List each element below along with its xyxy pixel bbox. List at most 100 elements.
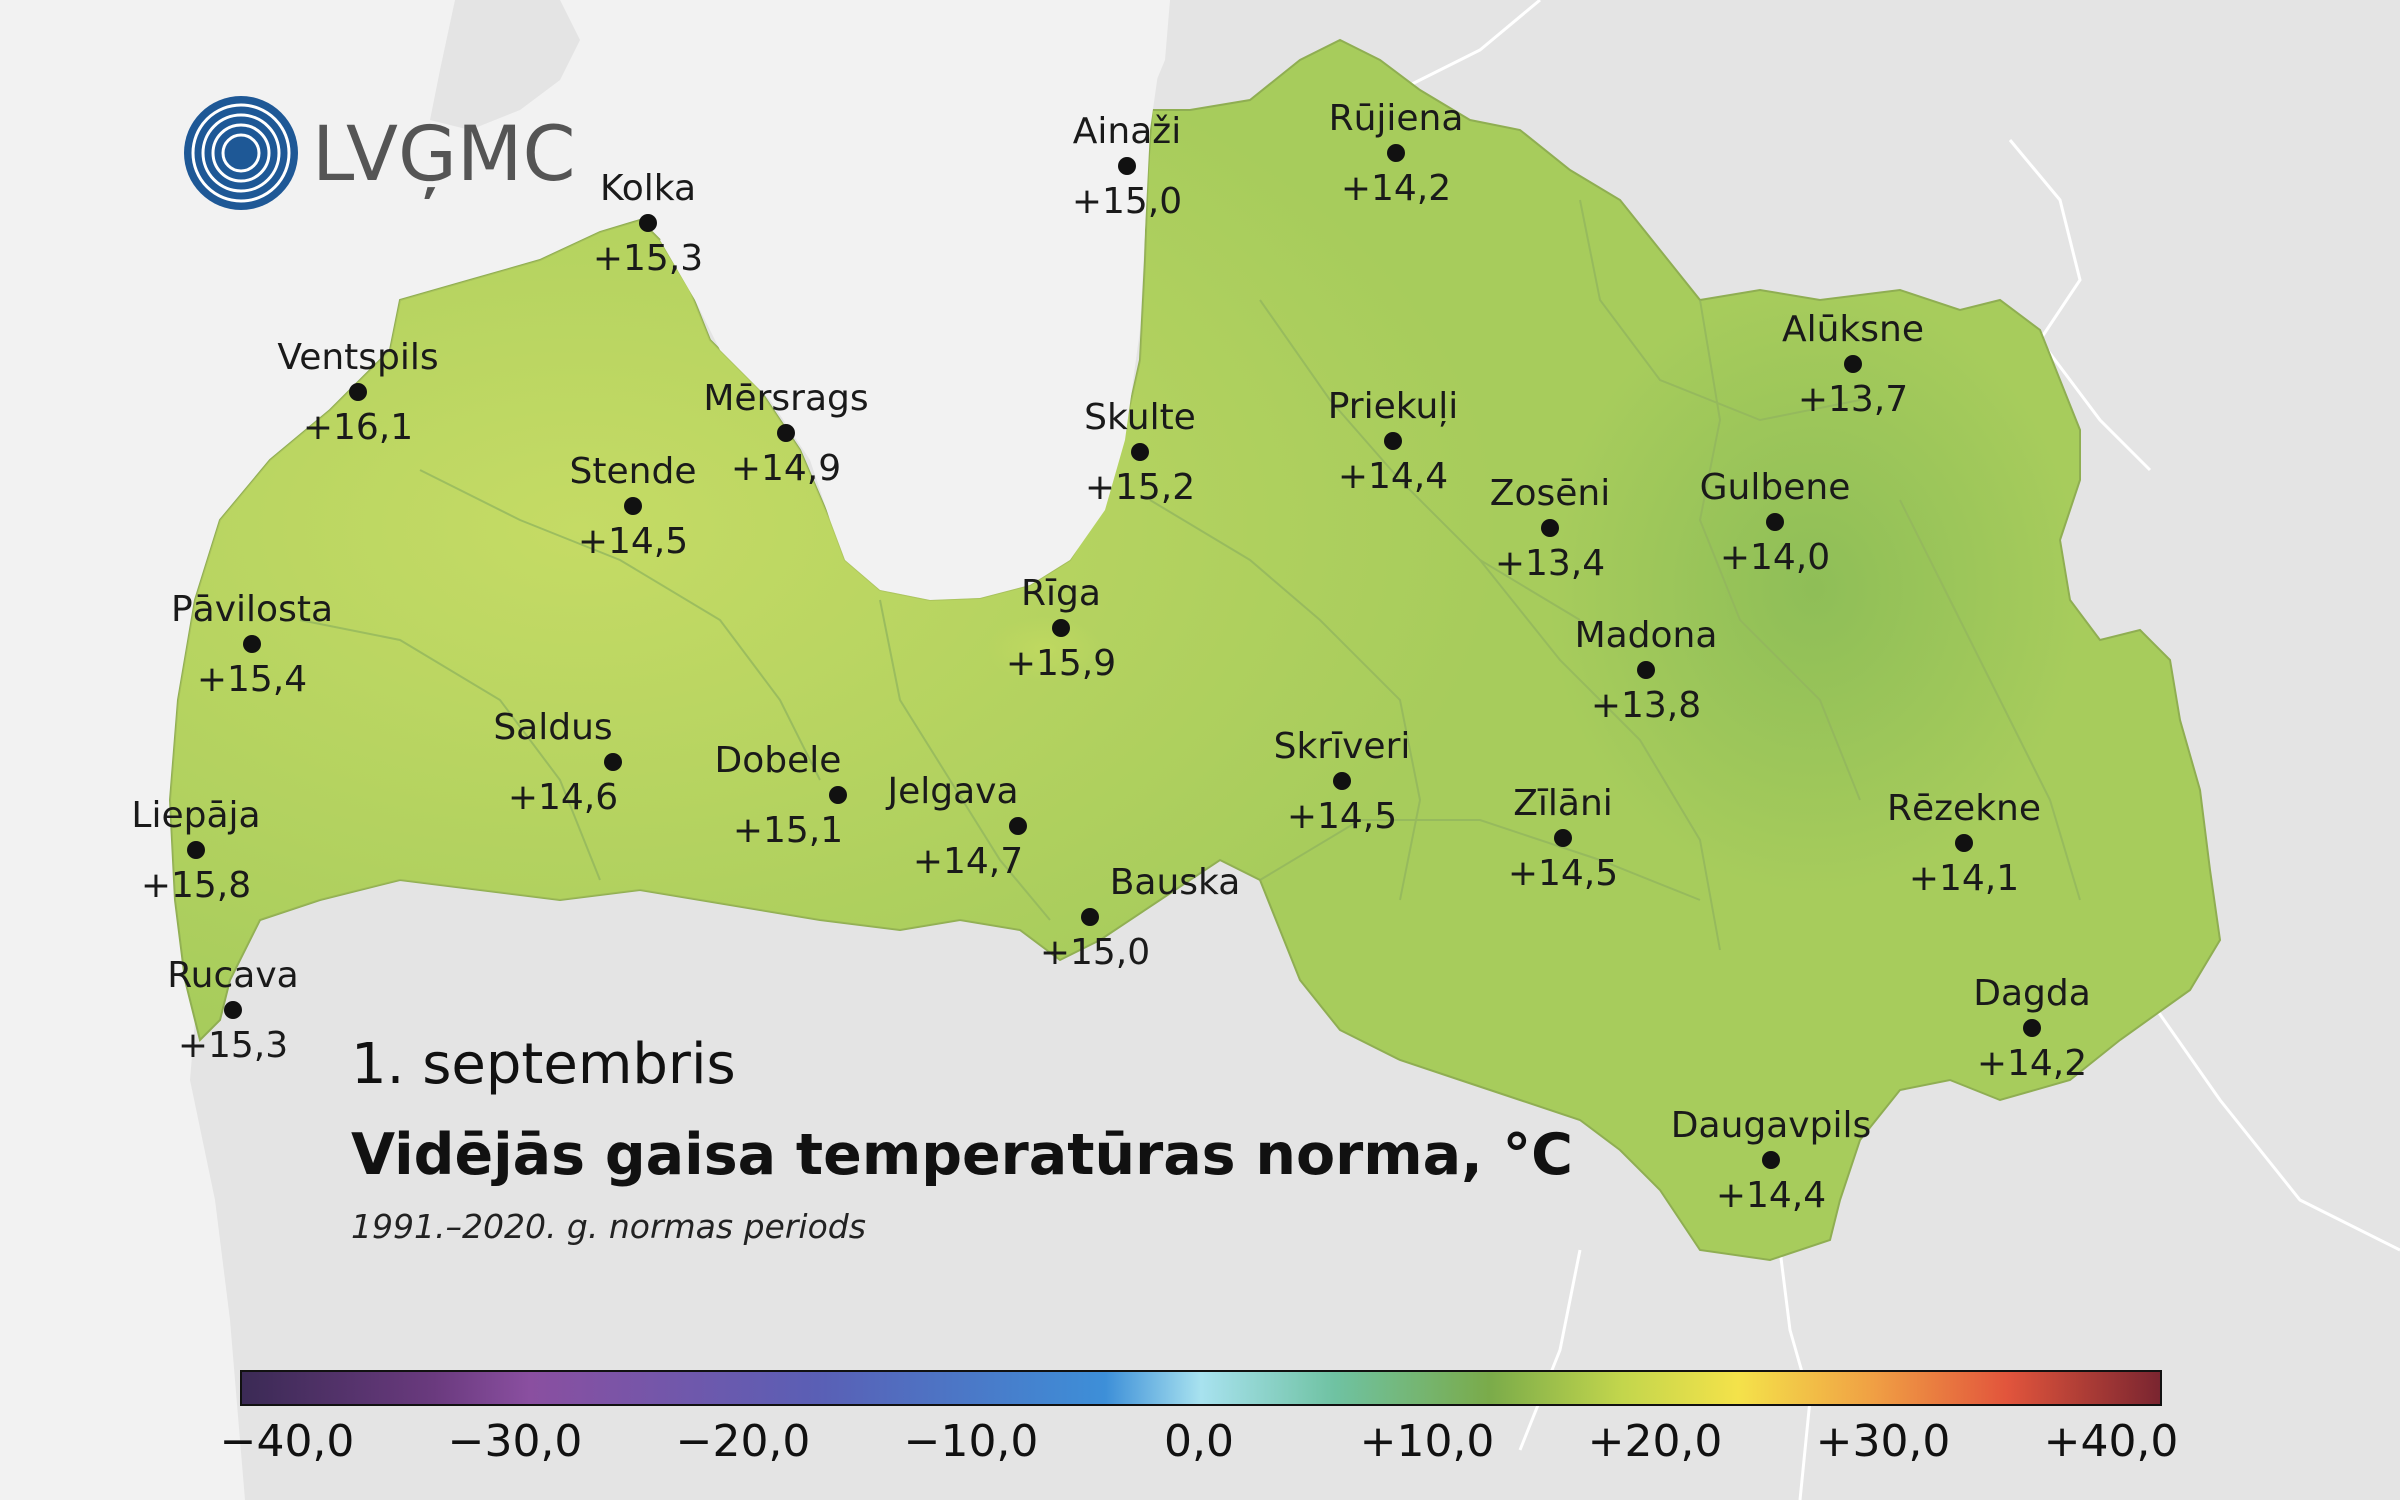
- station-21: Zīlāni +14,5: [1508, 783, 1618, 894]
- station-0: Kolka +15,3: [593, 168, 703, 279]
- station-marker: [1762, 1151, 1780, 1169]
- station-marker: [1637, 661, 1655, 679]
- station-value: +15,9: [1006, 643, 1116, 684]
- station-name: Rūjiena: [1329, 98, 1464, 139]
- station-value: +15,4: [197, 659, 307, 700]
- station-marker: [1387, 144, 1405, 162]
- station-marker: [1955, 834, 1973, 852]
- station-name: Priekuļi: [1328, 386, 1459, 427]
- station-name: Kolka: [600, 168, 696, 209]
- station-12: Ainaži +15,0: [1072, 111, 1182, 222]
- station-value: +15,2: [1085, 467, 1195, 508]
- colorbar-tick-label: −40,0: [219, 1416, 355, 1467]
- east-cool-zone: [1152, 40, 2220, 1260]
- station-15: Priekuļi +14,4: [1328, 386, 1459, 497]
- colorbar-tick-label: −10,0: [903, 1416, 1039, 1467]
- station-1: Ventspils +16,1: [277, 337, 438, 448]
- colorbar-tick-label: +40,0: [2043, 1416, 2179, 1467]
- station-marker: [1333, 772, 1351, 790]
- station-value: +14,9: [731, 448, 841, 489]
- station-marker: [1844, 355, 1862, 373]
- station-marker: [1118, 157, 1136, 175]
- station-19: Madona +13,8: [1575, 615, 1718, 726]
- station-value: +15,0: [1072, 181, 1182, 222]
- station-name: Jelgava: [885, 771, 1018, 812]
- station-name: Zīlāni: [1513, 783, 1613, 824]
- station-name: Saldus: [493, 707, 612, 748]
- station-marker: [1384, 432, 1402, 450]
- station-name: Alūksne: [1782, 309, 1924, 350]
- station-name: Mērsrags: [703, 378, 868, 419]
- station-value: +15,3: [178, 1025, 288, 1066]
- station-value: +13,7: [1798, 379, 1908, 420]
- station-4: Pāvilosta +15,4: [171, 589, 333, 700]
- station-name: Daugavpils: [1671, 1105, 1871, 1146]
- colorbar-tick-label: −30,0: [447, 1416, 583, 1467]
- station-marker: [829, 786, 847, 804]
- station-value: +14,1: [1909, 858, 2019, 899]
- station-name: Bauska: [1110, 862, 1241, 903]
- station-name: Rucava: [167, 955, 298, 996]
- station-marker: [1131, 443, 1149, 461]
- station-23: Dagda +14,2: [1973, 973, 2091, 1084]
- station-value: +14,7: [913, 841, 1023, 882]
- station-value: +14,2: [1341, 168, 1451, 209]
- station-11: Rīga +15,9: [1006, 573, 1116, 684]
- date-label: 1. septembris: [351, 1032, 736, 1097]
- station-14: Rūjiena +14,2: [1329, 98, 1464, 209]
- station-value: +15,3: [593, 238, 703, 279]
- station-value: +14,0: [1720, 537, 1830, 578]
- station-marker: [1766, 513, 1784, 531]
- station-value: +15,0: [1040, 932, 1150, 973]
- colorbar-tick-label: +20,0: [1587, 1416, 1723, 1467]
- station-marker: [349, 383, 367, 401]
- station-13: Skulte +15,2: [1084, 397, 1196, 508]
- station-name: Ainaži: [1073, 111, 1181, 152]
- lvgmc-logo: LVĢMC: [184, 96, 576, 210]
- station-value: +14,5: [1287, 796, 1397, 837]
- station-name: Liepāja: [131, 795, 260, 836]
- station-name: Stende: [570, 451, 697, 492]
- station-marker: [224, 1001, 242, 1019]
- station-7: Rucava +15,3: [167, 955, 298, 1066]
- station-marker: [604, 753, 622, 771]
- colorbar-tick-label: +30,0: [1815, 1416, 1951, 1467]
- map-title: Vidējās gaisa temperatūras norma, °C: [351, 1122, 1573, 1188]
- station-marker: [1541, 519, 1559, 537]
- station-name: Rīga: [1021, 573, 1101, 614]
- station-name: Skulte: [1084, 397, 1196, 438]
- station-marker: [243, 635, 261, 653]
- station-name: Rēzekne: [1887, 788, 2041, 829]
- station-marker: [1052, 619, 1070, 637]
- station-value: +16,1: [303, 407, 413, 448]
- station-value: +13,8: [1591, 685, 1701, 726]
- station-value: +14,4: [1716, 1175, 1826, 1216]
- station-name: Pāvilosta: [171, 589, 333, 630]
- station-24: Daugavpils +14,4: [1671, 1105, 1871, 1216]
- station-value: +15,8: [141, 865, 251, 906]
- station-marker: [624, 497, 642, 515]
- station-value: +14,2: [1977, 1043, 2087, 1084]
- station-16: Alūksne +13,7: [1782, 309, 1924, 420]
- station-value: +14,5: [578, 521, 688, 562]
- saaremaa-island: [430, 0, 580, 130]
- stations-layer: Kolka +15,3 Ventspils +16,1 Mērsrags +14,9 Ste…: [131, 98, 2090, 1216]
- station-8: Dobele +15,1: [715, 740, 847, 851]
- station-18: Gulbene +14,0: [1700, 467, 1851, 578]
- station-name: Zosēni: [1490, 473, 1610, 514]
- station-name: Ventspils: [277, 337, 438, 378]
- logo-wave-icon: [191, 103, 291, 203]
- district-borders: [299, 199, 2081, 951]
- station-marker: [1081, 908, 1099, 926]
- station-marker: [777, 424, 795, 442]
- station-20: Skrīveri +14,5: [1274, 726, 1411, 837]
- station-value: +14,4: [1338, 456, 1448, 497]
- station-17: Zosēni +13,4: [1490, 473, 1610, 584]
- map-subtitle: 1991.–2020. g. normas periods: [351, 1207, 866, 1246]
- station-value: +14,6: [508, 777, 618, 818]
- station-22: Rēzekne +14,1: [1887, 788, 2041, 899]
- logo-emblem-icon: [184, 96, 298, 210]
- colorbar-tick-label: −20,0: [675, 1416, 811, 1467]
